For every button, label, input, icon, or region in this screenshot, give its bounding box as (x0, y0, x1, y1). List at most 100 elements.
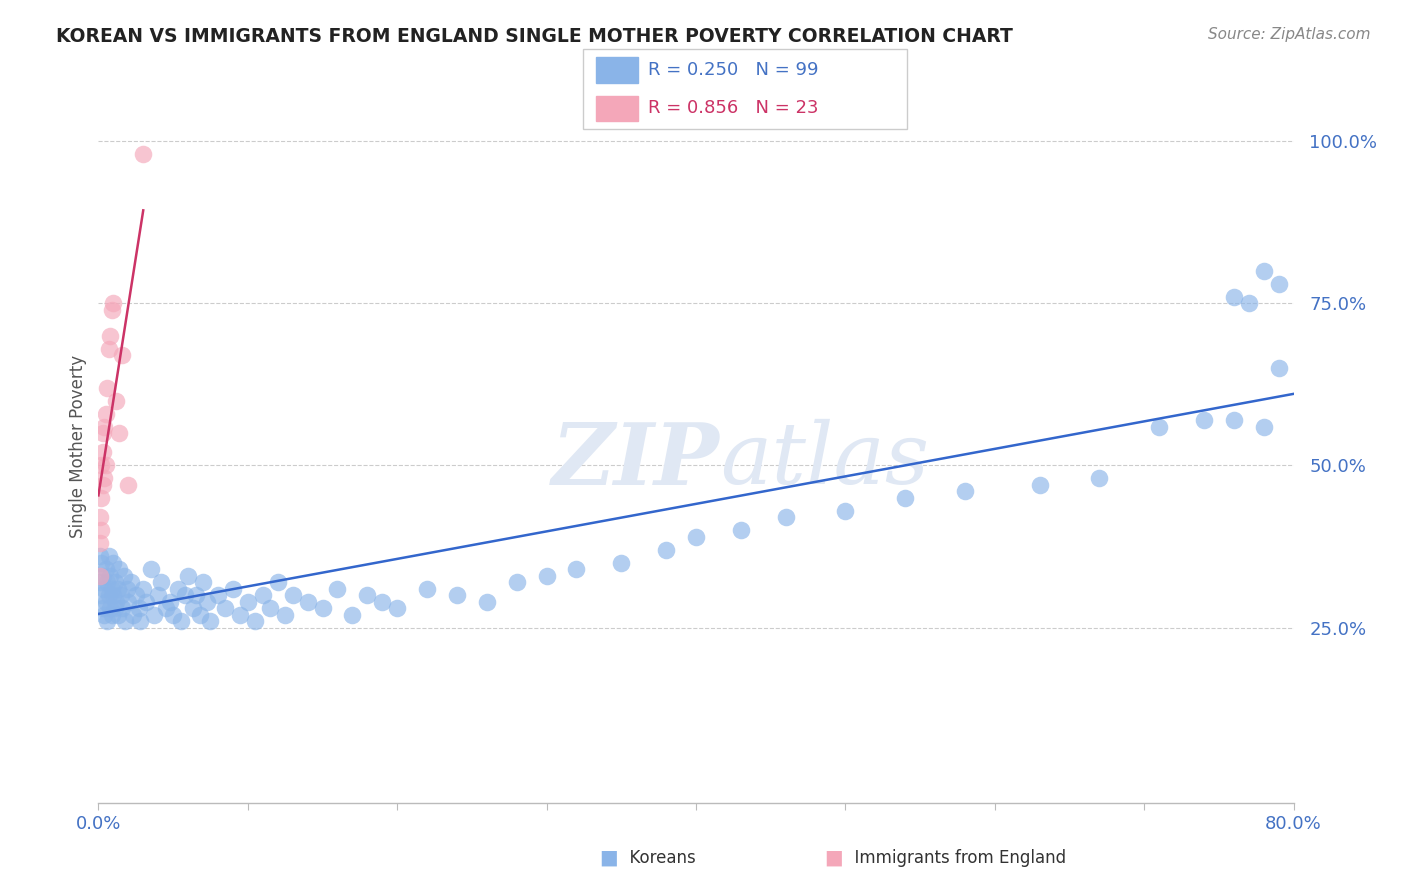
Point (245, 614, 267, 628)
Point (135, 595, 157, 609)
Point (104, 601, 127, 615)
Point (181, 601, 204, 615)
Point (94, 407, 117, 421)
Point (129, 614, 152, 628)
Point (222, 582, 245, 596)
Point (356, 588, 378, 602)
Point (111, 601, 134, 615)
Point (1253, 419, 1275, 434)
Point (274, 607, 297, 622)
Point (229, 607, 252, 622)
Point (107, 582, 129, 596)
Text: KOREAN VS IMMIGRANTS FROM ENGLAND SINGLE MOTHER POVERTY CORRELATION CHART: KOREAN VS IMMIGRANTS FROM ENGLAND SINGLE… (56, 27, 1014, 45)
Point (148, 588, 170, 602)
Point (155, 601, 177, 615)
Point (1192, 413, 1215, 427)
Point (108, 425, 131, 440)
Point (610, 556, 633, 570)
Point (1267, 361, 1289, 376)
Point (89, 575, 111, 590)
Text: Immigrants from England: Immigrants from England (844, 849, 1066, 867)
Text: Koreans: Koreans (619, 849, 696, 867)
Point (115, 582, 138, 596)
Point (128, 601, 150, 615)
Point (142, 607, 165, 622)
Point (105, 393, 128, 408)
Point (214, 601, 236, 615)
Point (89, 568, 111, 582)
Bar (596, 57, 638, 83)
Y-axis label: Single Mother Poverty: Single Mother Poverty (69, 354, 87, 538)
Point (101, 607, 124, 622)
Point (90, 491, 112, 505)
Point (101, 302, 124, 317)
Text: ▪: ▪ (823, 844, 844, 872)
Point (96, 614, 118, 628)
Point (326, 582, 349, 596)
Point (91, 425, 114, 440)
Text: ZIP: ZIP (553, 418, 720, 502)
Point (1237, 296, 1260, 310)
Point (139, 562, 162, 576)
Point (150, 575, 173, 590)
Point (93, 419, 115, 434)
Point (342, 607, 364, 622)
Point (775, 510, 797, 524)
Point (98, 328, 122, 343)
Point (94, 562, 117, 576)
Point (1147, 419, 1170, 434)
Point (93, 471, 115, 485)
Point (197, 595, 219, 609)
Text: R = 0.856   N = 23: R = 0.856 N = 23 (648, 100, 818, 118)
Point (385, 601, 409, 615)
Point (91, 445, 114, 459)
Point (184, 588, 207, 602)
Point (90, 524, 112, 538)
Point (177, 568, 200, 582)
Point (91, 568, 114, 582)
Point (174, 588, 197, 602)
Point (103, 296, 125, 310)
Point (121, 607, 143, 622)
Bar (596, 95, 638, 121)
Point (97, 342, 120, 356)
Point (1028, 478, 1050, 492)
Point (91, 601, 114, 615)
Point (108, 562, 131, 576)
Point (236, 595, 259, 609)
Point (565, 562, 588, 576)
Point (536, 568, 558, 582)
Text: ▪: ▪ (598, 844, 619, 872)
Point (89, 510, 111, 524)
Point (94, 595, 117, 609)
Point (162, 607, 184, 622)
Point (101, 582, 124, 596)
Point (267, 575, 290, 590)
Point (111, 348, 134, 362)
Point (169, 614, 191, 628)
Point (1088, 471, 1111, 485)
Point (91, 478, 114, 492)
Point (97, 549, 120, 564)
Point (105, 595, 128, 609)
Point (371, 595, 394, 609)
Text: R = 0.250   N = 99: R = 0.250 N = 99 (648, 61, 818, 78)
Point (93, 607, 115, 622)
Point (104, 575, 127, 590)
Point (94, 458, 117, 473)
Point (103, 556, 125, 570)
Point (506, 575, 529, 590)
Point (90, 588, 112, 602)
Point (96, 575, 118, 590)
Point (98, 601, 122, 615)
Point (297, 595, 319, 609)
Point (1253, 264, 1275, 278)
Point (207, 588, 229, 602)
Point (103, 588, 125, 602)
Point (1223, 290, 1246, 304)
Point (953, 484, 976, 499)
Point (107, 607, 129, 622)
Point (252, 588, 274, 602)
Point (132, 147, 155, 161)
Point (894, 491, 917, 505)
